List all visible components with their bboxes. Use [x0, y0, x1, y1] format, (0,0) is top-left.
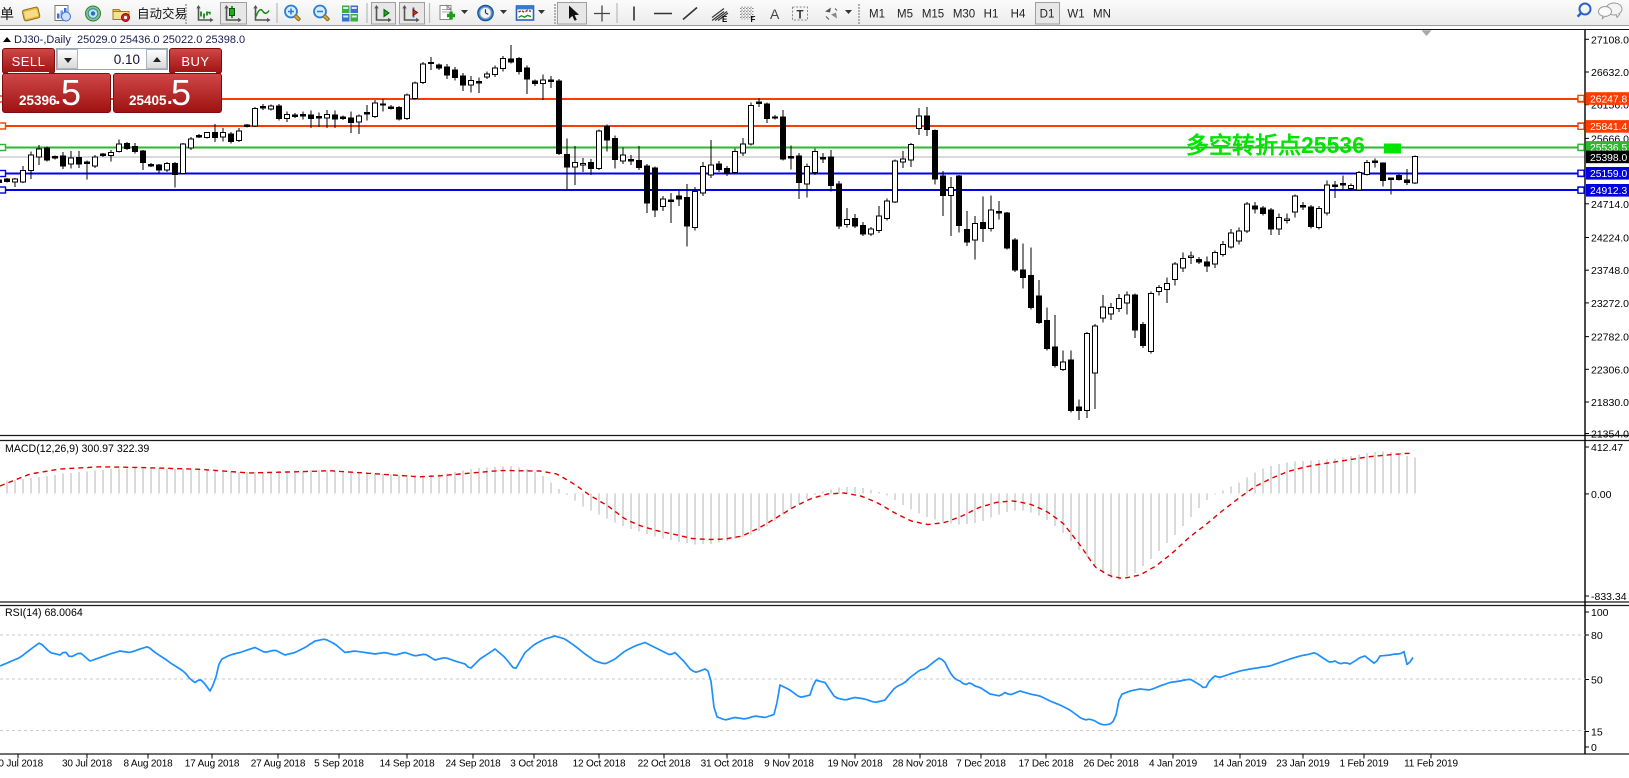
svg-text:多空转折点25536: 多空转折点25536: [1186, 132, 1365, 158]
svg-text:RSI(14) 68.0064: RSI(14) 68.0064: [5, 607, 83, 619]
svg-text:20 Jul 2018: 20 Jul 2018: [0, 759, 44, 770]
svg-text:H1: H1: [984, 9, 999, 21]
svg-text:80: 80: [1591, 630, 1603, 642]
svg-text:自动交易: 自动交易: [137, 6, 187, 21]
svg-text:19 Nov 2018: 19 Nov 2018: [827, 759, 883, 770]
svg-text:4 Jan 2019: 4 Jan 2019: [1149, 759, 1198, 770]
svg-text:25536.5: 25536.5: [1590, 143, 1627, 154]
svg-text:24 Sep 2018: 24 Sep 2018: [445, 759, 501, 770]
svg-text:0: 0: [1591, 742, 1597, 754]
svg-text:E: E: [722, 15, 728, 24]
svg-text:M5: M5: [897, 9, 913, 21]
svg-text:MACD(12,26,9) 300.97 322.39: MACD(12,26,9) 300.97 322.39: [5, 443, 149, 455]
svg-text:25159.0: 25159.0: [1590, 169, 1627, 180]
svg-text:D1: D1: [1040, 9, 1055, 21]
svg-text:23748.0: 23748.0: [1591, 265, 1629, 277]
svg-text:24714.0: 24714.0: [1591, 199, 1629, 211]
svg-text:24224.0: 24224.0: [1591, 233, 1629, 245]
svg-text:31 Oct 2018: 31 Oct 2018: [701, 759, 754, 770]
svg-text:23272.0: 23272.0: [1591, 298, 1629, 310]
svg-text:M30: M30: [953, 9, 975, 21]
svg-text:12 Oct 2018: 12 Oct 2018: [573, 759, 626, 770]
svg-text:15: 15: [1591, 727, 1603, 739]
svg-text:14 Sep 2018: 14 Sep 2018: [379, 759, 435, 770]
svg-text:24912.3: 24912.3: [1590, 186, 1627, 197]
svg-text:22 Oct 2018: 22 Oct 2018: [638, 759, 691, 770]
svg-text:M15: M15: [922, 9, 944, 21]
svg-text:8 Aug 2018: 8 Aug 2018: [123, 759, 173, 770]
svg-text:W1: W1: [1067, 9, 1084, 21]
svg-text:1 Feb 2019: 1 Feb 2019: [1339, 759, 1389, 770]
svg-text:100: 100: [1591, 607, 1609, 619]
svg-text:7 Dec 2018: 7 Dec 2018: [956, 759, 1006, 770]
svg-text:F: F: [751, 15, 756, 24]
svg-text:27 Aug 2018: 27 Aug 2018: [251, 759, 306, 770]
svg-text:50: 50: [1591, 675, 1603, 687]
svg-text:30 Jul 2018: 30 Jul 2018: [62, 759, 113, 770]
svg-text:11 Feb 2019: 11 Feb 2019: [1404, 759, 1458, 770]
svg-text:26 Dec 2018: 26 Dec 2018: [1083, 759, 1139, 770]
svg-text:22306.0: 22306.0: [1591, 364, 1629, 376]
svg-text:26632.0: 26632.0: [1591, 67, 1629, 79]
svg-text:17 Aug 2018: 17 Aug 2018: [185, 759, 240, 770]
svg-text:21830.0: 21830.0: [1591, 397, 1629, 409]
svg-text:412.47: 412.47: [1591, 442, 1623, 454]
svg-text:A: A: [770, 6, 780, 22]
svg-text:23 Jan 2019: 23 Jan 2019: [1276, 759, 1330, 770]
svg-text:单: 单: [0, 6, 14, 22]
svg-text:21354.0: 21354.0: [1591, 429, 1629, 441]
svg-text:26247.8: 26247.8: [1590, 94, 1627, 105]
svg-text:M1: M1: [869, 9, 885, 21]
svg-text:H4: H4: [1011, 9, 1026, 21]
svg-text:17 Dec 2018: 17 Dec 2018: [1018, 759, 1074, 770]
svg-text:3 Oct 2018: 3 Oct 2018: [510, 759, 558, 770]
svg-text:28 Nov 2018: 28 Nov 2018: [892, 759, 948, 770]
svg-text:27108.0: 27108.0: [1591, 34, 1629, 46]
svg-text:MN: MN: [1093, 9, 1111, 21]
svg-text:25398.0: 25398.0: [1590, 153, 1627, 164]
svg-text:14 Jan 2019: 14 Jan 2019: [1213, 759, 1267, 770]
svg-text:0.00: 0.00: [1591, 489, 1612, 501]
svg-text:T: T: [797, 9, 804, 21]
svg-text:25841.4: 25841.4: [1590, 122, 1627, 133]
svg-text:-833.34: -833.34: [1591, 591, 1627, 603]
svg-text:22782.0: 22782.0: [1591, 332, 1629, 344]
svg-text:5 Sep 2018: 5 Sep 2018: [314, 759, 364, 770]
svg-text:9 Nov 2018: 9 Nov 2018: [764, 759, 814, 770]
